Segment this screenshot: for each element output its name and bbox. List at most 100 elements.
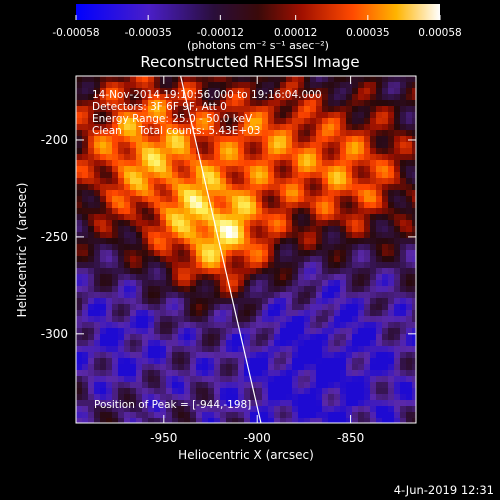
heatmap-cell [412,274,416,281]
heatmap-cell [376,346,383,353]
heatmap-cell [370,274,377,281]
heatmap-cell [382,112,389,119]
heatmap-cell [280,106,287,113]
heatmap-cell [274,76,281,83]
heatmap-cell [100,154,107,161]
heatmap-cell [280,394,287,401]
heatmap-cell [322,112,329,119]
heatmap-cell [376,220,383,227]
heatmap-cell [376,142,383,149]
heatmap-cell [268,118,275,125]
heatmap-cell [346,184,353,191]
heatmap-cell [370,130,377,137]
heatmap-cell [208,184,215,191]
heatmap-cell [172,124,179,131]
heatmap-cell [232,316,239,323]
heatmap-cell [88,322,95,329]
heatmap-cell [82,196,89,203]
heatmap-cell [106,232,113,239]
heatmap-cell [376,232,383,239]
heatmap-cell [340,328,347,335]
heatmap-cell [94,100,101,107]
heatmap-cell [400,166,407,173]
heatmap-cell [100,286,107,293]
heatmap-cell [244,352,251,359]
heatmap-cell [214,394,221,401]
heatmap-cell [136,322,143,329]
heatmap-cell [376,382,383,389]
heatmap-cell [292,148,299,155]
heatmap-cell [364,358,371,365]
heatmap-cell [322,178,329,185]
heatmap-cell [256,82,263,89]
heatmap-cell [154,292,161,299]
heatmap-cell [190,322,197,329]
heatmap-cell [334,364,341,371]
x-tick-label-2: -850 [337,431,364,445]
heatmap-cell [382,106,389,113]
heatmap-cell [172,310,179,317]
heatmap-cell [352,238,359,245]
heatmap-cell [370,148,377,155]
heatmap-cell [334,76,341,83]
heatmap-cell [328,130,335,137]
heatmap-cell [256,364,263,371]
heatmap-cell [166,316,173,323]
heatmap-cell [322,166,329,173]
heatmap-cell [274,124,281,131]
heatmap-cell [388,100,395,107]
heatmap-cell [112,166,119,173]
heatmap-cell [328,166,335,173]
heatmap-cell [232,184,239,191]
heatmap-cell [358,358,365,365]
heatmap-cell [310,376,317,383]
heatmap-cell [202,376,209,383]
heatmap-cell [148,358,155,365]
heatmap-cell [118,256,125,263]
heatmap-cell [136,286,143,293]
heatmap-cell [106,400,113,407]
heatmap-cell [358,322,365,329]
heatmap-cell [352,286,359,293]
heatmap-cell [352,298,359,305]
heatmap-cell [352,130,359,137]
heatmap-cell [298,244,305,251]
heatmap-cell [322,340,329,347]
heatmap-cell [310,118,317,125]
heatmap-cell [412,238,416,245]
heatmap-cell [382,160,389,167]
heatmap-cell [298,112,305,119]
heatmap-cell [250,166,257,173]
heatmap-cell [136,328,143,335]
heatmap-cell [412,280,416,287]
heatmap-cell [346,178,353,185]
heatmap-cell [352,418,359,423]
heatmap-cell [184,172,191,179]
heatmap-cell [400,106,407,113]
heatmap-cell [280,352,287,359]
heatmap-cell [172,100,179,107]
heatmap-cell [358,202,365,209]
heatmap-cell [136,250,143,257]
heatmap-cell [376,106,383,113]
heatmap-cell [220,322,227,329]
heatmap-cell [382,274,389,281]
heatmap-cell [328,226,335,233]
heatmap-cell [208,136,215,143]
heatmap-cell [136,364,143,371]
heatmap-cell [358,166,365,173]
heatmap-cell [142,208,149,215]
heatmap-cell [322,256,329,263]
heatmap-cell [172,244,179,251]
heatmap-cell [376,394,383,401]
heatmap-cell [160,100,167,107]
heatmap-cell [208,100,215,107]
heatmap-cell [274,202,281,209]
heatmap-cell [244,394,251,401]
heatmap-cell [316,352,323,359]
heatmap-cell [388,106,395,113]
heatmap-cell [316,202,323,209]
heatmap-cell [280,262,287,269]
heatmap-cell [226,286,233,293]
heatmap-cell [82,124,89,131]
